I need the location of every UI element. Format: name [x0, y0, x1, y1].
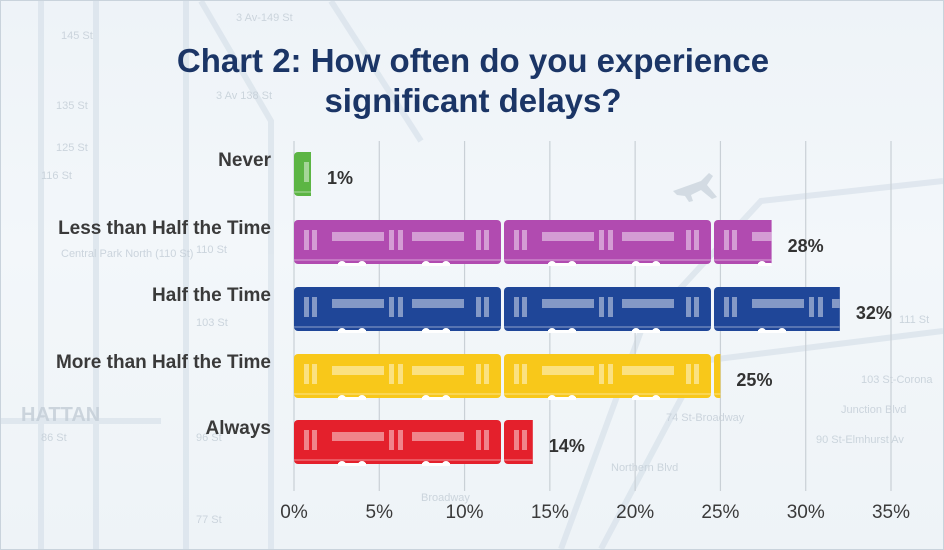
map-label: 86 St: [41, 432, 67, 444]
chart-title: Chart 2: How often do you experience sig…: [1, 41, 943, 121]
map-label: 3 Av 138 St: [216, 90, 272, 102]
category-label: Always: [206, 418, 271, 439]
category-label: Never: [218, 150, 271, 171]
map-label: 125 St: [56, 142, 88, 154]
map-label: HATTAN: [21, 404, 100, 426]
x-tick-label: 15%: [531, 502, 569, 523]
map-label: Junction Blvd: [841, 404, 906, 416]
x-tick-label: 5%: [366, 502, 394, 523]
map-label: 111 St: [899, 314, 929, 326]
x-tick-label: 20%: [616, 502, 654, 523]
map-label: 77 St: [196, 514, 222, 526]
category-label: Less than Half the Time: [58, 218, 271, 239]
map-label: 103 St-Corona: [861, 374, 933, 386]
data-label: 14%: [549, 436, 585, 456]
map-label: Broadway: [421, 492, 470, 504]
bar: [294, 287, 840, 333]
map-label: Central Park North (110 St): [61, 248, 193, 260]
bar: [294, 420, 533, 466]
bar: [294, 220, 772, 266]
airplane-icon: [673, 173, 717, 202]
bar: [294, 152, 312, 196]
data-label: 32%: [856, 303, 892, 323]
map-label: 103 St: [196, 317, 228, 329]
x-tick-label: 10%: [446, 502, 484, 523]
x-tick-label: 30%: [787, 502, 825, 523]
map-label: 135 St: [56, 100, 88, 112]
x-tick-label: 25%: [701, 502, 739, 523]
map-label: 110 St: [196, 244, 227, 256]
map-label: 96 St: [196, 432, 222, 444]
data-label: 28%: [788, 236, 824, 256]
x-tick-label: 35%: [872, 502, 910, 523]
map-label: 116 St: [41, 170, 72, 182]
map-label: Northern Blvd: [611, 462, 678, 474]
data-label: 1%: [327, 168, 353, 188]
category-label: Half the Time: [152, 285, 271, 306]
data-label: 25%: [736, 370, 772, 390]
category-label: More than Half the Time: [56, 352, 271, 373]
map-label: 145 St: [61, 30, 93, 42]
chart-title-line-2: significant delays?: [324, 82, 622, 119]
map-label: 90 St-Elmhurst Av: [816, 434, 904, 446]
chart-title-line-1: Chart 2: How often do you experience: [176, 42, 770, 79]
map-label: 3 Av-149 St: [236, 12, 293, 24]
map-label: 74 St-Broadway: [666, 412, 745, 424]
x-tick-label: 0%: [280, 502, 308, 523]
bar: [294, 354, 721, 400]
